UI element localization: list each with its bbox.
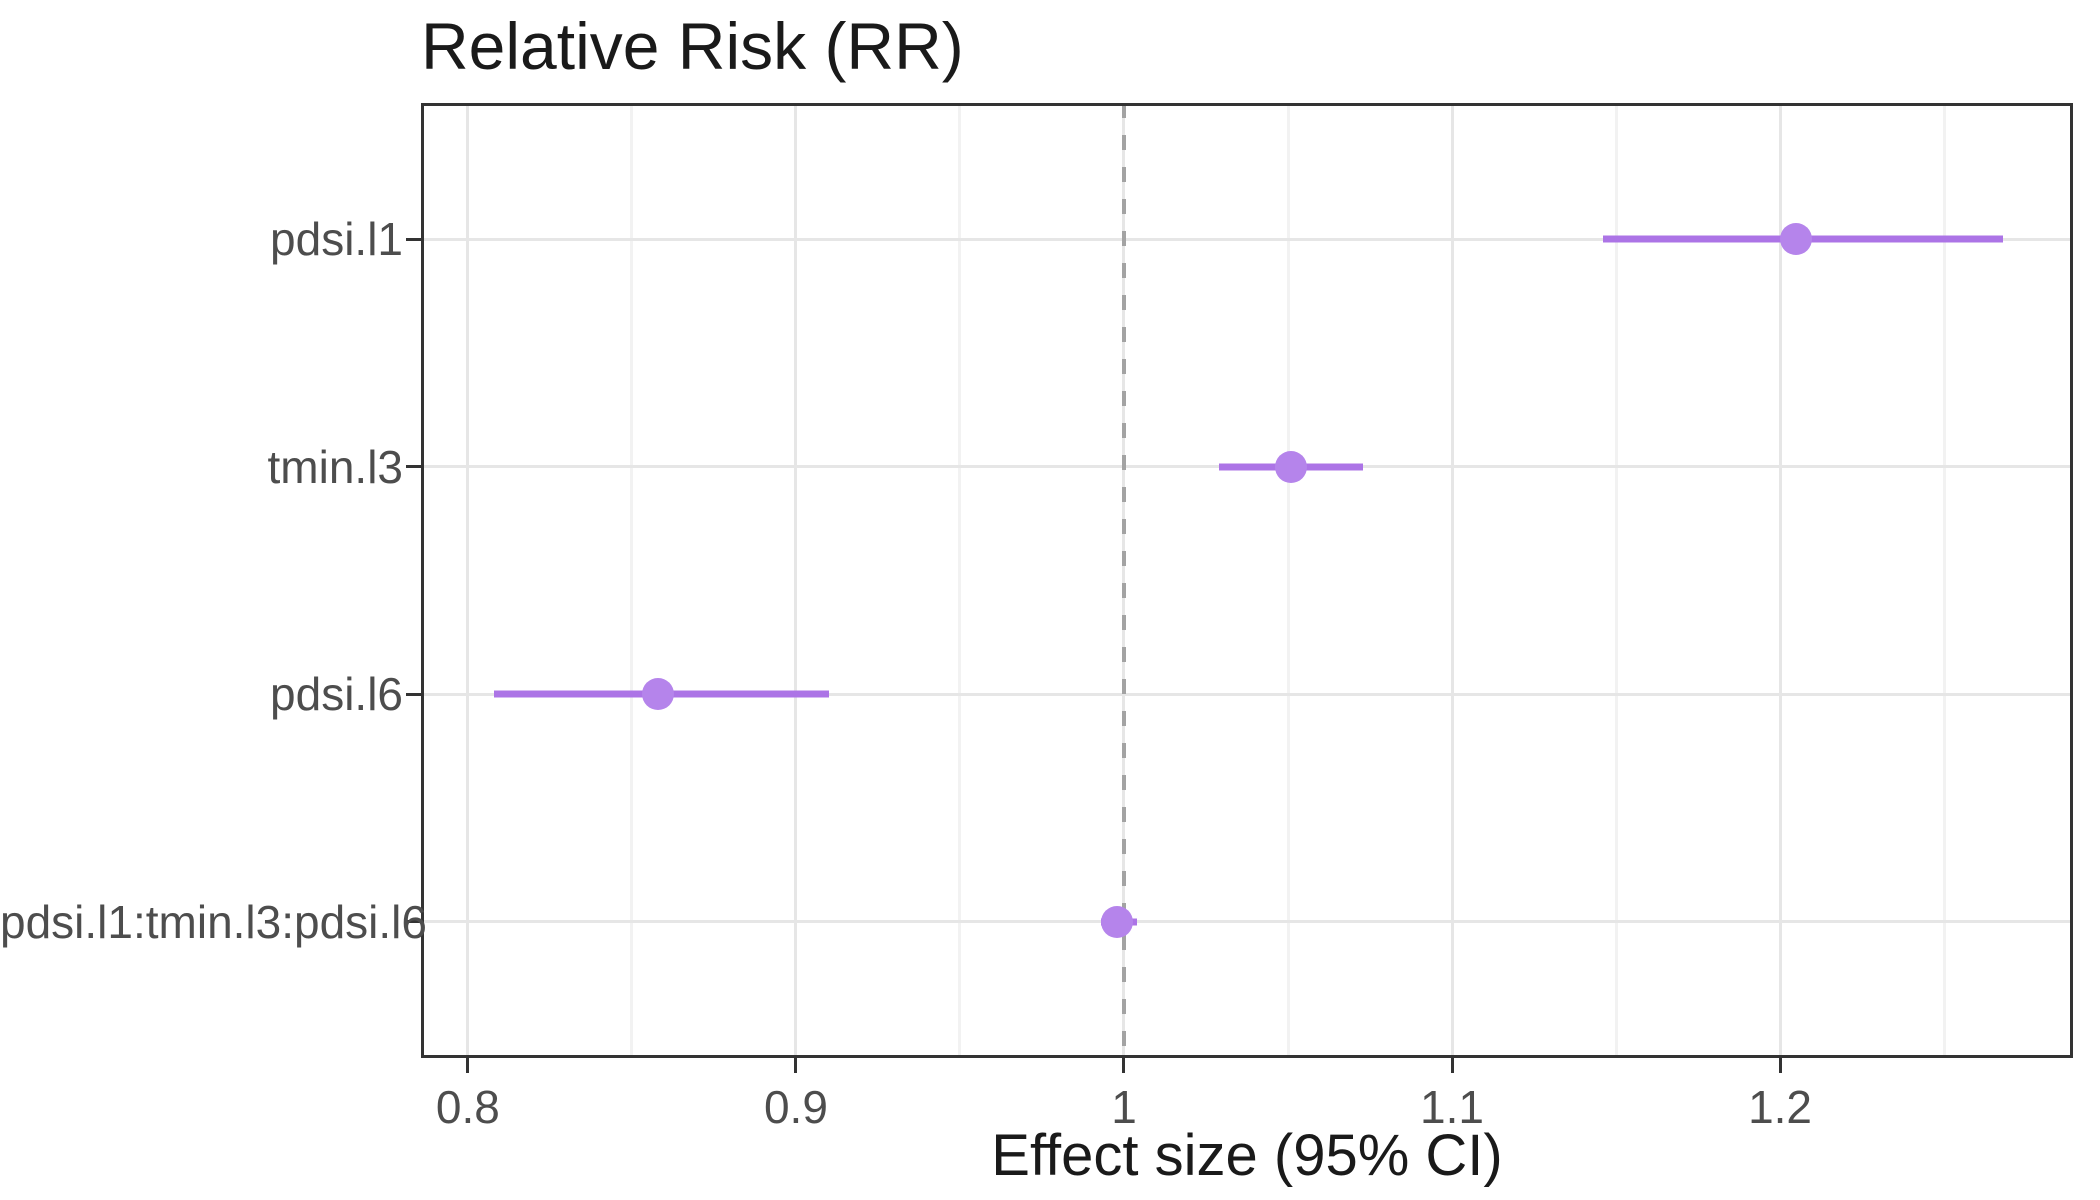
x-axis-tick — [1122, 1058, 1126, 1073]
point-estimate-dot — [642, 678, 675, 711]
x-axis-tick — [1778, 1058, 1782, 1073]
gridline-x-major — [466, 103, 470, 1058]
x-tick-label: 0.8 — [435, 1081, 500, 1133]
y-axis-tick — [406, 237, 421, 241]
y-axis-tick — [406, 465, 421, 469]
x-axis-tick — [466, 1058, 470, 1073]
x-tick-label: 1 — [1111, 1081, 1137, 1133]
panel-border — [421, 103, 2073, 1058]
point-estimate-dot — [1275, 450, 1308, 483]
gridline-x-minor — [1286, 103, 1290, 1058]
y-tick-label: pdsi.l1 — [270, 213, 403, 266]
point-estimate-dot — [1780, 223, 1813, 256]
gridline-x-major — [1778, 103, 1782, 1058]
y-axis-tick — [406, 920, 421, 924]
x-tick-label: 1.2 — [1748, 1081, 1813, 1133]
x-axis-tick — [794, 1058, 798, 1073]
point-estimate-dot — [1101, 905, 1134, 938]
gridline-y-major — [421, 692, 2073, 696]
gridline-y-major — [421, 237, 2073, 241]
gridline-x-major — [1450, 103, 1454, 1058]
x-axis-title: Effect size (95% CI) — [991, 1123, 1503, 1188]
plot-title: Relative Risk (RR) — [421, 9, 964, 83]
y-tick-label: pdsi.l6 — [270, 668, 403, 721]
gridline-x-minor — [630, 103, 634, 1058]
y-axis-tick — [406, 692, 421, 696]
x-axis-tick — [1450, 1058, 1454, 1073]
y-tick-label: pdsi.l1:tmin.l3:pdsi.l6 — [0, 895, 427, 948]
gridline-x-major — [794, 103, 798, 1058]
y-tick-label: tmin.l3 — [267, 440, 403, 493]
gridline-x-minor — [1614, 103, 1618, 1058]
gridline-y-major — [421, 920, 2073, 924]
reference-line — [1121, 103, 1126, 1058]
gridline-x-minor — [1942, 103, 1946, 1058]
x-tick-label: 0.9 — [763, 1081, 828, 1133]
gridline-x-minor — [958, 103, 962, 1058]
x-tick-label: 1.1 — [1420, 1081, 1484, 1133]
